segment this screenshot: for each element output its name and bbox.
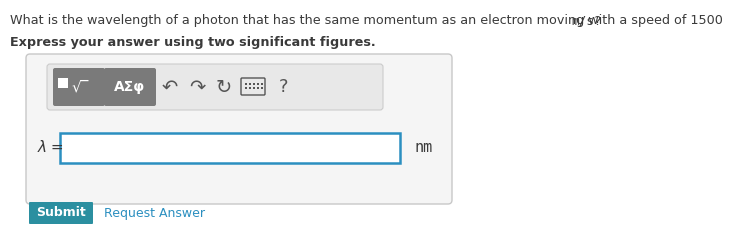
Bar [249,83,251,85]
Text: m/s?: m/s? [572,14,602,27]
Text: AΣφ: AΣφ [115,80,146,94]
Bar [261,83,263,85]
Bar [253,87,255,89]
Bar [261,87,263,89]
Bar [60,133,400,163]
Text: Request Answer: Request Answer [104,207,205,220]
Text: Submit: Submit [36,207,86,220]
Text: √‾: √‾ [72,79,90,94]
FancyBboxPatch shape [104,68,156,106]
FancyBboxPatch shape [53,68,105,106]
Text: Express your answer using two significant figures.: Express your answer using two significan… [10,36,375,49]
Text: ↶: ↶ [162,77,178,96]
Bar [249,87,251,89]
Text: λ =: λ = [38,141,65,155]
Bar [257,87,259,89]
Bar [245,83,247,85]
Bar [257,83,259,85]
Text: What is the wavelength of a photon that has the same momentum as an electron mov: What is the wavelength of a photon that … [10,14,727,27]
Text: ?: ? [278,78,288,96]
Bar [253,83,255,85]
FancyBboxPatch shape [47,64,383,110]
Bar [245,87,247,89]
Bar [58,78,68,88]
FancyBboxPatch shape [29,202,93,224]
Text: nm: nm [414,141,432,155]
Text: ↷: ↷ [188,77,205,96]
FancyBboxPatch shape [241,78,265,95]
FancyBboxPatch shape [26,54,452,204]
Text: ↻: ↻ [216,77,232,96]
